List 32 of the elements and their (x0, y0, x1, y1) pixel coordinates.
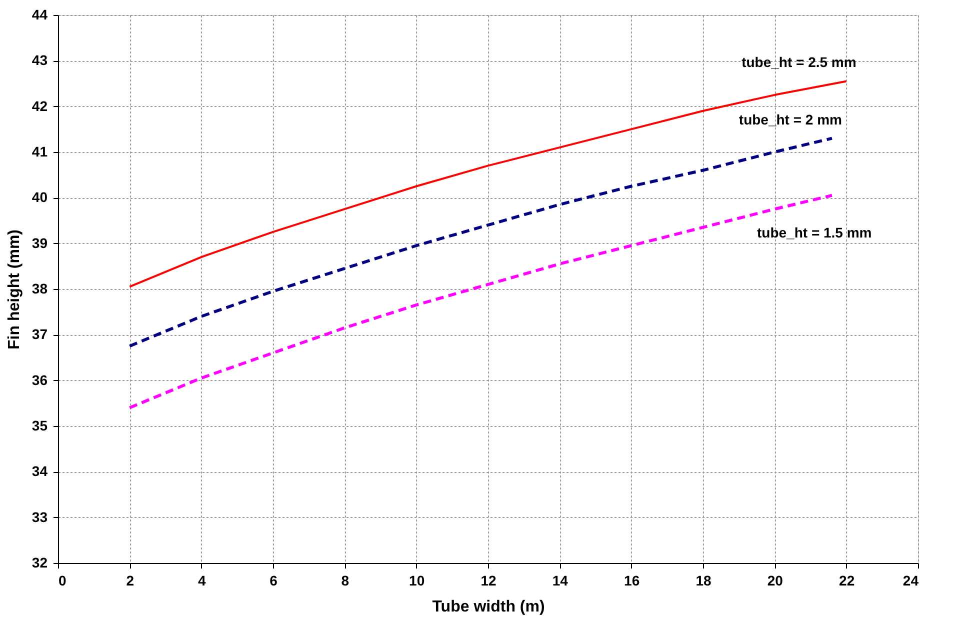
y-tick-label: 34 (32, 463, 48, 480)
y-tick-label: 33 (32, 508, 48, 525)
y-tick-label: 32 (32, 554, 48, 570)
y-tick-label: 36 (32, 372, 48, 388)
y-tick-label: 40 (32, 189, 48, 206)
y-tick-label: 41 (32, 144, 48, 160)
x-tick-label: 2 (126, 572, 134, 588)
y-tick-label: 43 (32, 52, 48, 68)
x-tick-label: 14 (552, 572, 568, 588)
x-tick-label: 20 (767, 572, 784, 588)
x-tick-label: 4 (198, 572, 206, 588)
x-tick-label: 10 (409, 572, 425, 588)
y-tick-label: 42 (32, 98, 48, 114)
y-tick-label: 35 (32, 418, 48, 434)
x-tick-label: 24 (902, 572, 919, 588)
x-tick-label: 8 (341, 572, 350, 588)
x-tick-label: 22 (839, 572, 855, 588)
y-axis-title: Fin height (mm) (6, 230, 23, 350)
y-tick-label: 44 (32, 6, 48, 22)
y-tick-label: 37 (32, 326, 48, 342)
series-label: tube_ht = 2 mm (738, 111, 842, 128)
x-axis-title: Tube width (m) (432, 598, 545, 616)
x-tick-label: 6 (270, 572, 278, 588)
x-tick-label: 16 (624, 572, 640, 588)
line-series (128, 80, 848, 288)
y-tick-label: 39 (32, 234, 48, 251)
x-tick-label: 0 (58, 572, 66, 588)
series-label: tube_ht = 1.5 mm (757, 224, 872, 240)
x-tick-label: 18 (696, 572, 712, 588)
y-tick-label: 38 (32, 280, 48, 296)
x-tick-label: 12 (480, 572, 496, 588)
series-label: tube_ht = 2.5 mm (742, 54, 856, 70)
